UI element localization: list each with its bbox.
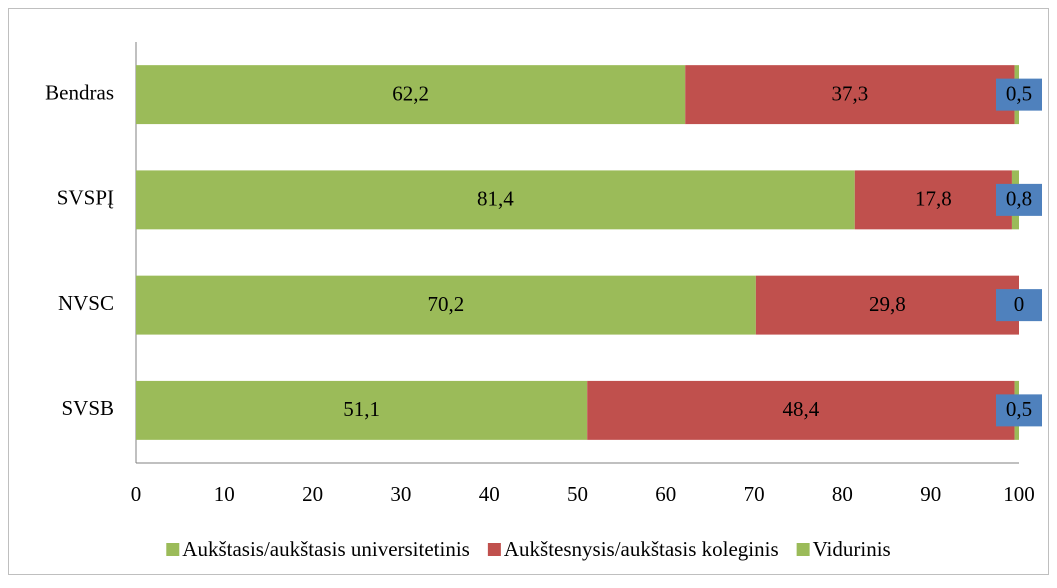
value-label: 62,2 (392, 81, 429, 105)
value-label: 0,5 (1006, 81, 1032, 105)
y-tick-label: SVSB (61, 396, 114, 420)
x-tick-label: 30 (390, 482, 411, 506)
x-tick-label: 40 (479, 482, 500, 506)
value-label: 48,4 (783, 397, 820, 421)
value-label: 81,4 (477, 187, 514, 211)
bar-segment (136, 170, 855, 230)
x-tick-label: 10 (214, 482, 235, 506)
legend-swatch (166, 543, 180, 556)
value-label-box (996, 78, 1042, 111)
y-tick-label: Bendras (45, 80, 114, 104)
x-tick-label: 80 (832, 482, 853, 506)
bar-segment (587, 380, 1015, 440)
x-tick-label: 70 (744, 482, 765, 506)
legend-label: Vidurinis (813, 537, 891, 561)
y-tick-label: SVSPĮ (57, 186, 114, 210)
legend-swatch (487, 543, 501, 556)
bar-segment (755, 275, 1019, 335)
legend-swatch (796, 543, 810, 556)
legend-label: Aukštasis/aukštasis universitetinis (182, 537, 470, 561)
value-label: 17,8 (915, 187, 952, 211)
value-label: 0,8 (1006, 187, 1032, 211)
value-label-box (996, 183, 1042, 216)
value-label: 0,5 (1006, 397, 1032, 421)
y-tick-label: NVSC (58, 291, 114, 315)
value-label: 37,3 (832, 81, 869, 105)
bar-segment (136, 275, 756, 335)
bar-segment (136, 380, 588, 440)
value-label-box (996, 289, 1042, 322)
x-tick-label: 0 (131, 482, 142, 506)
value-label: 29,8 (869, 292, 906, 316)
x-tick-label: 60 (655, 482, 676, 506)
value-label: 0 (1014, 292, 1025, 316)
bar-segment (854, 170, 1012, 230)
value-label-box (996, 394, 1042, 427)
x-tick-label: 20 (302, 482, 323, 506)
bar-segment (136, 65, 686, 125)
value-label: 70,2 (428, 292, 465, 316)
bar-segment (685, 65, 1015, 125)
legend-label: Aukštesnysis/aukštasis koleginis (504, 537, 779, 561)
x-tick-label: 50 (567, 482, 588, 506)
x-tick-label: 100 (1003, 482, 1035, 506)
x-tick-label: 90 (920, 482, 941, 506)
value-label: 51,1 (343, 397, 380, 421)
